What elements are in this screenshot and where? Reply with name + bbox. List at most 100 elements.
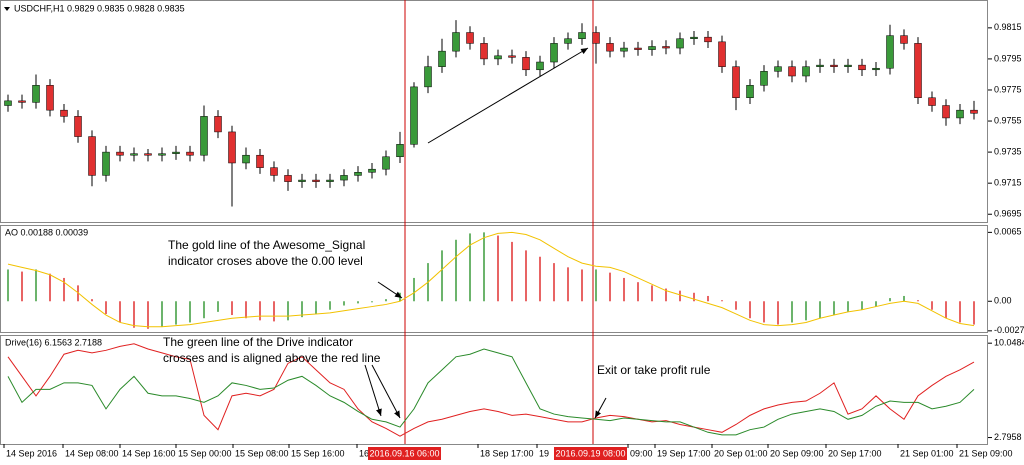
candle-body xyxy=(32,85,40,103)
candle-body xyxy=(480,43,488,60)
candle-body xyxy=(774,66,782,72)
candle-body xyxy=(312,179,320,182)
candle-body xyxy=(578,32,586,39)
candle-body xyxy=(620,47,628,52)
candle-body xyxy=(872,67,880,71)
arrow xyxy=(377,281,403,299)
y-tick-label: 0.9775 xyxy=(994,84,1022,94)
candle-body xyxy=(452,32,460,52)
candle-body xyxy=(662,46,670,49)
candle-body xyxy=(60,109,68,117)
candle-body xyxy=(340,175,348,181)
x-tick-label: 16 xyxy=(359,448,369,458)
candle-body xyxy=(396,144,404,158)
candle-body xyxy=(466,32,474,44)
candle-body xyxy=(550,43,558,63)
annotation: Exit or take profit rule xyxy=(597,363,711,377)
candle-body xyxy=(18,100,26,103)
y-tick-label: 10.0484 xyxy=(994,338,1024,348)
candle-body xyxy=(606,43,614,52)
candle-body xyxy=(46,85,54,111)
y-tick-label: 0.9695 xyxy=(994,209,1022,219)
drive-line xyxy=(7,343,975,437)
candle-body xyxy=(144,153,152,156)
candle-body xyxy=(914,43,922,98)
candle-body xyxy=(676,38,684,49)
candle-body xyxy=(494,55,502,60)
candle-body xyxy=(228,131,236,164)
annotation: The gold line of the Awesome_Signal xyxy=(168,238,365,252)
collapse-icon xyxy=(4,7,10,11)
candle-body xyxy=(88,136,96,176)
candle-body xyxy=(858,64,866,71)
y-tick-label: 0.9795 xyxy=(994,53,1022,63)
panel-title: AO 0.00188 0.00039 xyxy=(5,227,88,237)
candle-body xyxy=(536,61,544,71)
price-panel xyxy=(0,0,988,223)
candle-body xyxy=(242,154,250,164)
candle-body xyxy=(186,151,194,156)
arrow xyxy=(371,364,401,419)
candle-body xyxy=(970,109,978,114)
y-tick-label: 0.00 xyxy=(994,296,1012,306)
x-tick-label: 21 Sep 01:00 xyxy=(900,448,954,458)
y-tick-label: -0.00279 xyxy=(994,325,1024,335)
x-tick-label: 20 Sep 09:00 xyxy=(770,448,824,458)
arrow xyxy=(364,364,382,417)
candle-body xyxy=(438,50,446,67)
y-tick-label: 0.0065 xyxy=(994,227,1022,237)
candle-body xyxy=(270,167,278,176)
candle-body xyxy=(172,151,180,154)
time-highlight-label: 2016.09.16 06:00 xyxy=(369,448,439,458)
x-tick-label: 09:00 xyxy=(630,448,653,458)
plot-layer: USDCHF,H1 0.9829 0.9835 0.9828 0.9835 0.9… xyxy=(4,3,1024,442)
candle-body xyxy=(592,32,600,44)
candle-body xyxy=(732,66,740,98)
x-tick-label: 20 Sep 17:00 xyxy=(828,448,882,458)
candle-body xyxy=(116,151,124,156)
candle-body xyxy=(158,153,166,156)
candle-body xyxy=(102,151,110,176)
ao-panel xyxy=(0,225,988,333)
candle-body xyxy=(634,47,642,50)
arrow xyxy=(594,397,607,419)
candle-body xyxy=(900,35,908,44)
candle-body xyxy=(130,153,138,156)
y-tick-label: 0.9815 xyxy=(994,22,1022,32)
x-tick-label: 18 Sep 17:00 xyxy=(480,448,534,458)
candle-body xyxy=(410,86,418,145)
candle-body xyxy=(326,179,334,182)
time-highlight xyxy=(554,447,627,460)
candle-body xyxy=(74,116,82,137)
annotation: indicator croses above the 0.00 level xyxy=(168,254,363,268)
candle-body xyxy=(928,97,936,106)
panel-title: Drive(16) 6.1563 2.7188 xyxy=(5,337,102,347)
x-tick-label: 14 Sep 16:00 xyxy=(122,448,176,458)
candle-body xyxy=(704,36,712,43)
candle-body xyxy=(760,71,768,86)
candle-body xyxy=(816,64,824,67)
time-highlight-label: 2016.09.19 08:00 xyxy=(555,448,625,458)
candle-body xyxy=(844,64,852,67)
candle-body xyxy=(648,46,656,50)
candle-body xyxy=(214,116,222,133)
candle-body xyxy=(298,179,306,182)
y-tick-label: 0.9715 xyxy=(994,178,1022,188)
candle-body xyxy=(830,64,838,67)
candle-body xyxy=(424,66,432,88)
x-tick-label: 21 Sep 09:00 xyxy=(959,448,1013,458)
candle-body xyxy=(354,172,362,176)
x-tick-label: 15 Sep 08:00 xyxy=(235,448,289,458)
y-tick-label: 0.9755 xyxy=(994,115,1022,125)
signal-line xyxy=(7,231,975,328)
candle-body xyxy=(284,175,292,182)
x-tick-label: 15 Sep 16:00 xyxy=(291,448,345,458)
candle-body xyxy=(256,154,264,168)
x-tick-label: 14 Sep 2016 xyxy=(6,448,57,458)
x-tick-label: 19 Sep 17:00 xyxy=(657,448,711,458)
x-tick-label: 19 xyxy=(539,448,549,458)
candle-body xyxy=(4,100,12,106)
candle-body xyxy=(200,116,208,156)
candle-body xyxy=(368,168,376,173)
